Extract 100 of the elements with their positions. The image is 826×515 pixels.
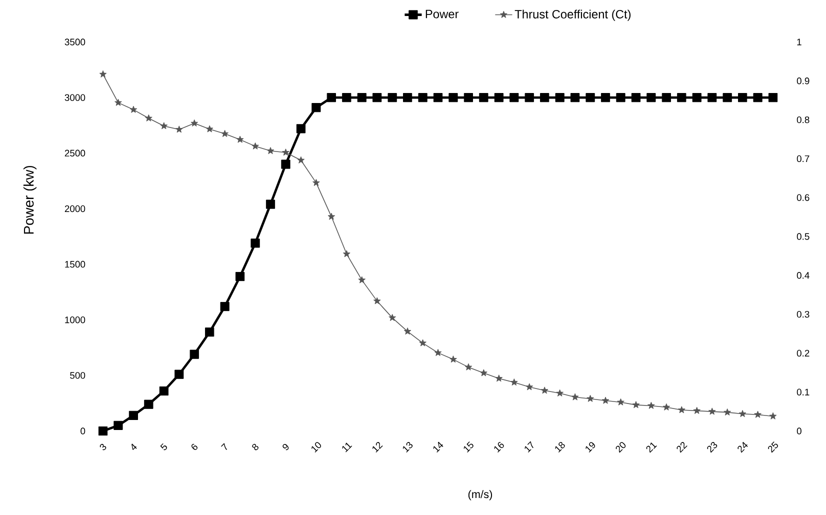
point xyxy=(235,272,245,282)
y2-tick-label: 0.3 xyxy=(796,310,810,318)
y-tick-label: 500 xyxy=(70,372,86,379)
y2-tick-label: 0.7 xyxy=(796,155,810,162)
point xyxy=(540,386,548,394)
point xyxy=(236,136,244,143)
point xyxy=(403,93,412,102)
point xyxy=(724,408,731,416)
point xyxy=(130,106,138,113)
point xyxy=(540,93,550,102)
point xyxy=(495,374,503,382)
point xyxy=(297,156,305,164)
point xyxy=(175,126,183,133)
point xyxy=(617,398,624,406)
point xyxy=(648,402,655,409)
point xyxy=(252,142,259,150)
y2-tick-label: 0.8 xyxy=(796,116,810,124)
y-tick-label: 0 xyxy=(80,428,86,434)
y-tick-label: 3000 xyxy=(64,94,86,101)
point xyxy=(494,93,504,102)
y2-tick-label: 1 xyxy=(797,38,802,46)
point xyxy=(678,406,686,414)
x-tick-label: 19 xyxy=(586,442,596,453)
point xyxy=(190,350,199,359)
point xyxy=(768,93,778,102)
point xyxy=(220,302,230,312)
point xyxy=(616,93,626,102)
point xyxy=(464,93,474,102)
point xyxy=(419,339,426,346)
point xyxy=(326,93,336,102)
legend-label: Power xyxy=(426,10,459,18)
point xyxy=(357,93,366,102)
y2-tick-label: 0.2 xyxy=(796,350,810,357)
point xyxy=(342,93,352,102)
point xyxy=(250,238,260,248)
x-tick-label: 23 xyxy=(707,442,718,453)
y2-tick-label: 0.6 xyxy=(796,194,810,201)
point xyxy=(312,178,320,186)
point xyxy=(448,93,458,102)
point xyxy=(221,130,228,137)
point xyxy=(632,401,640,408)
x-axis-title: (m/s) xyxy=(468,490,492,500)
point xyxy=(114,420,123,430)
x-tick-label: 25 xyxy=(768,442,778,453)
point xyxy=(312,103,321,112)
point xyxy=(388,314,396,321)
point xyxy=(738,410,746,418)
point xyxy=(373,297,381,304)
x-tick-label: 8 xyxy=(252,444,258,450)
point xyxy=(388,93,397,102)
x-tick-label: 3 xyxy=(100,444,106,450)
point xyxy=(160,122,168,130)
point xyxy=(190,119,198,126)
x-tick-label: 13 xyxy=(402,442,413,453)
point xyxy=(328,212,336,220)
y-axis-title: Power (kw) xyxy=(23,166,36,234)
point xyxy=(464,363,472,370)
point xyxy=(480,369,488,376)
point xyxy=(372,93,382,102)
point xyxy=(145,114,152,122)
y2-tick-label: 0.4 xyxy=(796,272,810,279)
point xyxy=(281,160,290,169)
x-tick-label: 11 xyxy=(342,442,352,452)
y-tick-label: 1500 xyxy=(65,260,86,268)
point xyxy=(450,356,457,363)
point xyxy=(571,393,579,400)
point xyxy=(708,408,716,415)
x-tick-label: 22 xyxy=(676,442,688,453)
point xyxy=(600,93,610,102)
point xyxy=(479,93,488,102)
point xyxy=(631,93,641,102)
point xyxy=(693,406,701,414)
point xyxy=(434,348,442,356)
point xyxy=(570,93,580,102)
point xyxy=(159,386,168,396)
point xyxy=(738,93,748,102)
y2-tick-label: 0.9 xyxy=(796,78,810,84)
point xyxy=(586,394,594,402)
point xyxy=(677,93,686,102)
x-tick-label: 5 xyxy=(160,443,167,450)
point xyxy=(754,410,762,418)
y-tick-label: 3500 xyxy=(64,38,86,46)
point xyxy=(266,147,274,154)
point xyxy=(510,378,518,386)
y2-tick-label: 0.1 xyxy=(796,388,810,396)
point xyxy=(128,410,138,420)
point xyxy=(524,93,534,102)
point xyxy=(296,124,306,134)
x-tick-label: 10 xyxy=(312,442,322,453)
x-tick-label: 17 xyxy=(524,441,534,453)
point xyxy=(342,250,350,258)
point xyxy=(510,93,519,102)
point xyxy=(662,403,670,410)
point xyxy=(662,93,671,102)
y-tick-label: 2500 xyxy=(64,150,86,156)
point xyxy=(99,70,107,78)
point xyxy=(556,389,564,396)
x-tick-label: 21 xyxy=(646,442,657,453)
point xyxy=(206,125,214,132)
y-tick-label: 1000 xyxy=(65,316,86,324)
